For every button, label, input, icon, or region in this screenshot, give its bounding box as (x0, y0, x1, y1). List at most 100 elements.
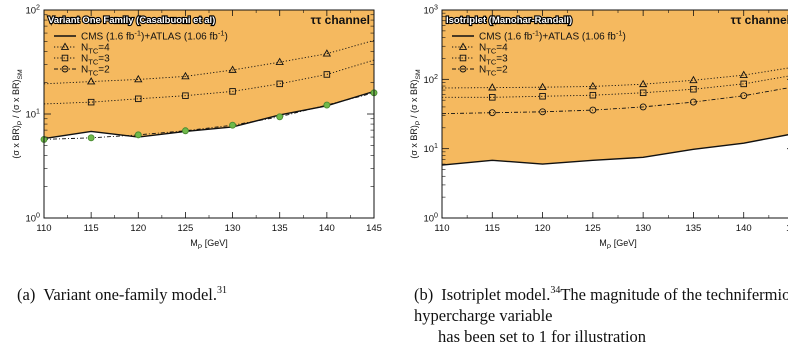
chart-b-legend-label-2: NTC=3 (479, 54, 508, 67)
chart-b-series-line-0 (441, 134, 788, 166)
chart-a-legend-label-2: NTC=3 (81, 54, 110, 67)
chart-a-series-line-0 (43, 90, 375, 140)
chart-b-legend-marker-1 (458, 42, 468, 50)
chart-a-point-s3-3 (181, 127, 189, 135)
chart-b-point-s1-6 (739, 70, 748, 78)
chart-a-point-s2-4 (229, 88, 236, 95)
chart-a-point-s2-3 (182, 92, 189, 99)
chart-b-series-line-1 (441, 67, 788, 89)
chart-b-xtick-label-1: 115 (485, 223, 500, 234)
chart-b-ytick-label-1: 101 (423, 142, 438, 155)
chart-b-xtick-label-7: 145 (786, 223, 788, 234)
chart-b-channel-label: ττ channel (731, 13, 788, 27)
chart-a-point-s2-2 (135, 95, 142, 103)
chart-b-point-s3-1 (488, 109, 496, 117)
chart-a-point-s1-5 (275, 57, 284, 66)
chart-a-legend-label-1: NTC=4 (81, 43, 110, 56)
chart-b-point-s1-1 (488, 83, 497, 91)
chart-a-xtick-label-1: 115 (84, 223, 99, 234)
chart-b-svg: 110115120125130135140145100101102103MP [… (409, 4, 788, 251)
chart-b-point-s2-4 (639, 89, 647, 97)
chart-a-excluded-region (44, 10, 374, 139)
chart-b-legend-label-1: NTC=4 (479, 43, 508, 56)
chart-b-xtick-label-4: 130 (635, 223, 651, 234)
chart-a-point-s2-1 (87, 98, 95, 106)
chart-a-xtick-label-5: 135 (272, 223, 288, 234)
chart-a-point-s1-4 (228, 65, 237, 73)
chart-a-ylabel: (σ x BR)P / (σ x BR)SM (11, 69, 24, 159)
chart-b-legend-label-0: CMS (1.6 fb-1)+ATLAS (1.06 fb-1) (479, 29, 626, 43)
chart-a-xlabel: MP [GeV] (190, 238, 228, 251)
chart-b-title: Isotriplet (Manohar-Randall) (446, 15, 572, 26)
chart-b-point-s3-2 (539, 108, 547, 116)
chart-b-point-s2-2 (539, 93, 546, 100)
chart-a-point-s3-5 (276, 113, 284, 121)
caption-b: (b) Isotriplet model.34The magnitude of t… (414, 280, 788, 347)
chart-a-point-s2-5 (276, 80, 283, 88)
chart-a-legend-marker-2 (61, 54, 69, 62)
chart-a-ytick-label-2: 102 (25, 4, 40, 17)
chart-a-xtick-label-3: 125 (177, 223, 193, 234)
chart-a-point-s3-2 (134, 131, 142, 139)
chart-a-legend-marker-3 (61, 65, 69, 73)
caption-a-tag: (a) (17, 285, 36, 304)
chart-a-point-s2-6 (323, 71, 331, 78)
chart-a-xtick-label-2: 120 (130, 223, 146, 234)
chart-b-ytick-label-3: 103 (423, 4, 438, 17)
chart-a-legend-label-3: NTC=2 (81, 65, 110, 78)
chart-b-point-s2-3 (589, 91, 597, 99)
chart-a-legend-label-0: CMS (1.6 fb-1)+ATLAS (1.06 fb-1) (81, 29, 228, 43)
chart-b-excluded-region (442, 10, 788, 166)
chart-b-point-s1-4 (638, 79, 648, 88)
chart-b-point-s3-4 (639, 103, 647, 111)
chart-b-legend-marker-3 (459, 65, 467, 73)
chart-b-point-s3-5 (689, 98, 697, 106)
chart-b-series-line-2 (442, 75, 788, 98)
chart-b-xtick-label-5: 135 (685, 223, 701, 234)
chart-a-series-line-3 (43, 92, 375, 140)
chart-b-xtick-label-6: 140 (736, 223, 752, 234)
chart-b-point-s3-6 (740, 92, 748, 100)
chart-b-series-line-3 (441, 87, 788, 115)
chart-b-legend-marker-2 (459, 54, 467, 62)
chart-a-series-line-2 (43, 59, 375, 105)
caption-b-line3: has been set to 1 for illustration (438, 327, 647, 346)
caption-b-tag: (b) (414, 285, 434, 304)
chart-panel-a: 110 115 120 125 130 135 140 145 100 101 102 MP [GeV… (11, 4, 382, 305)
chart-b-point-s1-2 (538, 82, 547, 91)
chart-a-point-s3-4 (229, 121, 237, 129)
chart-a-title: Variant One Family (Casalbuoni et al) (48, 15, 215, 26)
chart-b-point-s3-3 (589, 106, 597, 114)
chart-a-point-s1-2 (134, 74, 143, 83)
caption-a-text: Variant one-family model. (43, 285, 217, 304)
chart-b-xtick-label-2: 120 (535, 223, 551, 234)
chart-a-point-s3-6 (323, 101, 331, 109)
caption-b-text: Isotriplet model. (441, 285, 551, 304)
caption-b-text2: The magnitude of the technifermion hyper… (414, 285, 788, 325)
caption-a-ref: 31 (216, 285, 227, 296)
chart-b-point-s1-3 (588, 81, 598, 90)
caption-b-ref: 34 (550, 285, 561, 296)
chart-a-point-s1-3 (181, 71, 190, 80)
chart-b-point-s1-5 (689, 75, 698, 84)
chart-a-xtick-label-4: 130 (225, 223, 241, 234)
chart-a-legend-marker-1 (60, 42, 70, 50)
chart-a-series-line-1 (43, 39, 375, 85)
chart-a-point-s1-6 (322, 49, 332, 57)
chart-panel-b: 110115120125130135140145100101102103MP [… (400, 0, 788, 358)
chart-a-channel-label: ττ channel (311, 13, 370, 27)
chart-a-ytick-label-1: 101 (25, 108, 40, 121)
chart-a-point-s1-1 (86, 77, 96, 85)
chart-b-legend-label-3: NTC=2 (479, 65, 508, 78)
chart-a-xtick-label-0: 110 (36, 223, 51, 234)
chart-b-ylabel: (σ x BR)P / (σ x BR)SM (409, 69, 422, 159)
caption-a: (a) Variant one-family model.31 (17, 280, 227, 305)
chart-b-xlabel: MP [GeV] (599, 238, 637, 251)
chart-b-point-s2-5 (690, 85, 697, 93)
chart-b-point-s2-1 (489, 94, 496, 101)
chart-b-point-s2-6 (740, 80, 747, 88)
chart-b-ytick-label-2: 102 (423, 73, 438, 86)
chart-b-xtick-label-3: 125 (585, 223, 601, 234)
chart-a-point-s3-1 (87, 134, 95, 142)
